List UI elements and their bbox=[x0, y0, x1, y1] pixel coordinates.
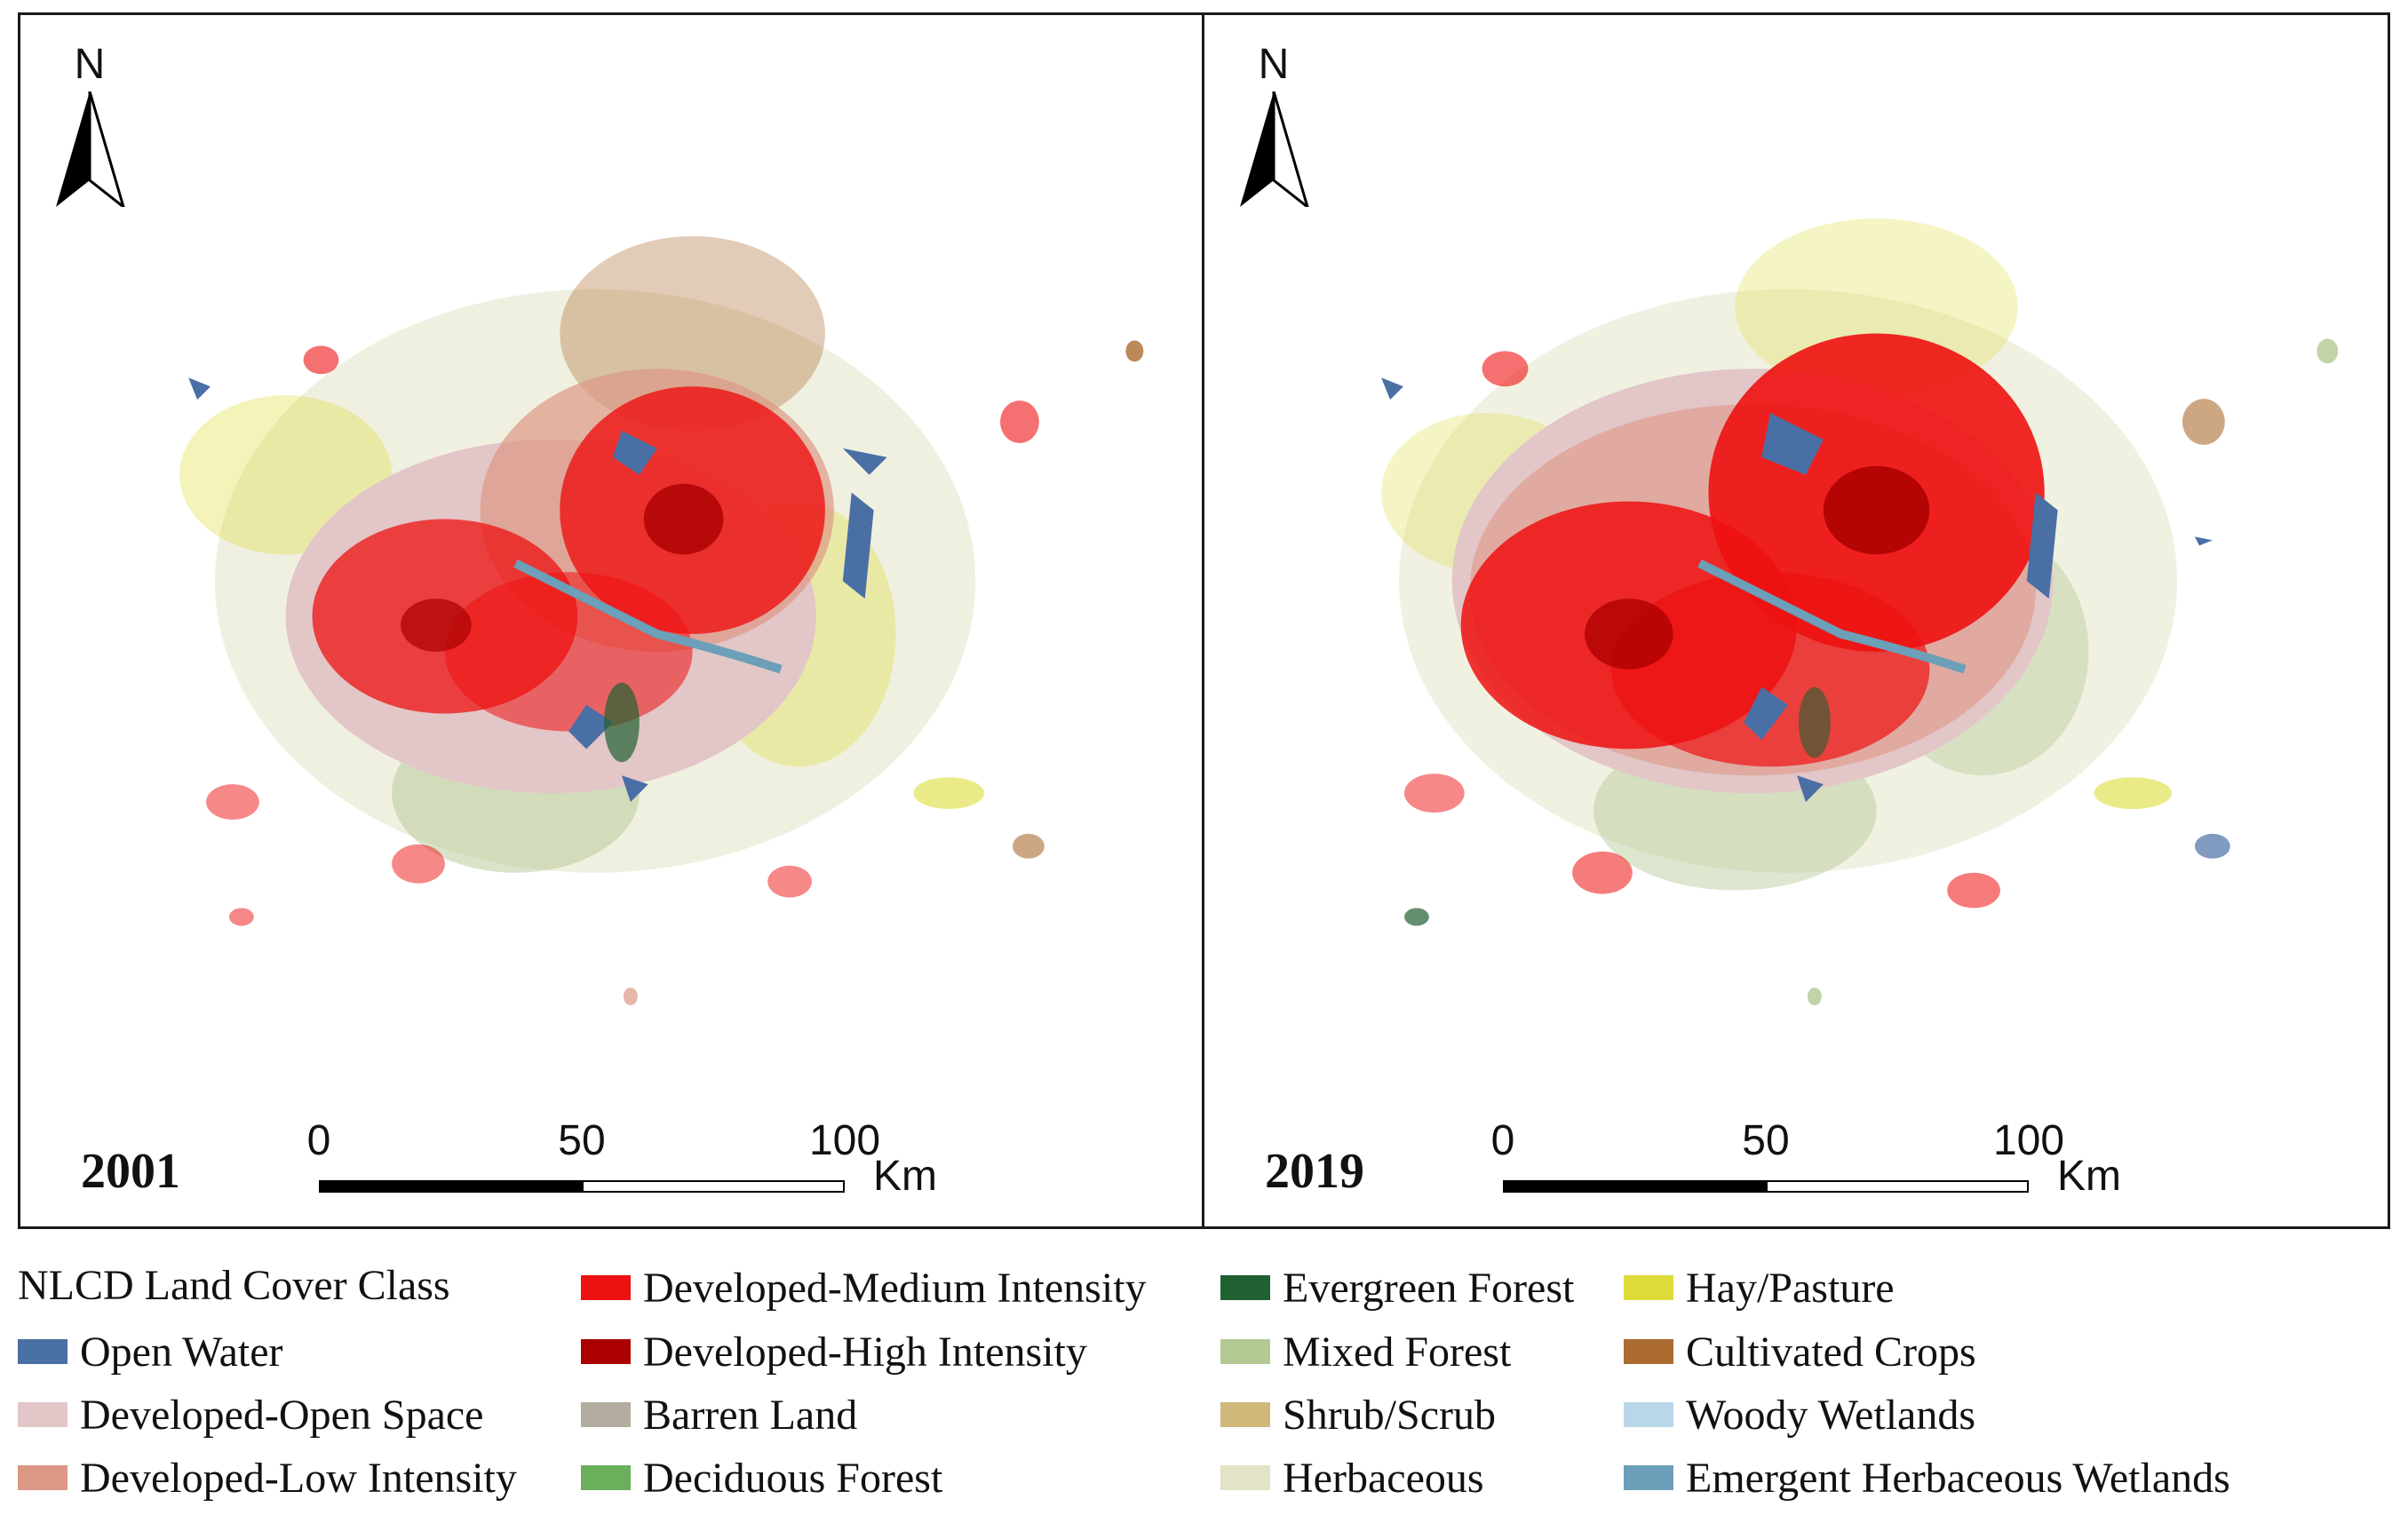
north-arrow-icon bbox=[1240, 91, 1309, 207]
legend-swatch bbox=[1220, 1465, 1270, 1490]
legend-swatch bbox=[18, 1465, 68, 1490]
scale-bar: 0 50 100 Km bbox=[287, 1116, 937, 1205]
scale-bar: 0 50 100 Km bbox=[1471, 1116, 2121, 1205]
legend-item-hay-pasture: Hay/Pasture bbox=[1624, 1261, 1895, 1314]
legend-swatch bbox=[581, 1402, 631, 1427]
land-cover-map-2001 bbox=[179, 235, 1144, 1006]
legend-item-open-water: Open Water bbox=[18, 1325, 283, 1378]
legend-swatch bbox=[581, 1465, 631, 1490]
legend-label: Evergreen Forest bbox=[1283, 1264, 1575, 1312]
legend-item-mixed-forest: Mixed Forest bbox=[1220, 1325, 1511, 1378]
scale-segment-black bbox=[1503, 1180, 1766, 1193]
scale-tick: 100 bbox=[808, 1117, 881, 1164]
legend-item-developed-high-intensity: Developed-High Intensity bbox=[581, 1325, 1087, 1378]
legend-item-woody-wetlands: Woody Wetlands bbox=[1624, 1388, 1975, 1441]
scale-unit: Km bbox=[873, 1153, 937, 1200]
north-arrow: N bbox=[52, 40, 132, 209]
scale-segment-white bbox=[1766, 1180, 2029, 1193]
legend-item-developed-low-intensity: Developed-Low Intensity bbox=[18, 1451, 517, 1504]
legend-label: Cultivated Crops bbox=[1686, 1328, 1976, 1376]
legend-label: Emergent Herbaceous Wetlands bbox=[1686, 1454, 2230, 1502]
map-panel-2019: N 2019 0 50 100 Km bbox=[1202, 12, 2390, 1229]
legend-label: Deciduous Forest bbox=[643, 1454, 943, 1502]
legend-label: Mixed Forest bbox=[1283, 1328, 1512, 1376]
legend-title: NLCD Land Cover Class bbox=[18, 1262, 450, 1309]
legend-swatch bbox=[1624, 1465, 1673, 1490]
scale-tick: 50 bbox=[558, 1117, 606, 1164]
legend-item-barren-land: Barren Land bbox=[581, 1388, 857, 1441]
legend-swatch bbox=[1624, 1402, 1673, 1427]
legend-item-deciduous-forest: Deciduous Forest bbox=[581, 1451, 942, 1504]
north-label: N bbox=[74, 41, 106, 88]
legend-label: Hay/Pasture bbox=[1686, 1264, 1895, 1312]
legend-item-herbaceous: Herbaceous bbox=[1220, 1451, 1484, 1504]
satellite-settlements bbox=[206, 340, 1144, 1006]
legend-swatch bbox=[581, 1339, 631, 1364]
year-label: 2001 bbox=[81, 1144, 180, 1199]
map-panel-2001: N 2001 0 50 100 Km bbox=[18, 12, 1204, 1229]
legend-label: Open Water bbox=[80, 1328, 283, 1376]
legend: NLCD Land Cover Class Open Water Develop… bbox=[18, 1261, 2389, 1519]
land-cover-map-2019 bbox=[1381, 218, 2339, 1006]
north-arrow-icon bbox=[56, 91, 125, 207]
legend-swatch bbox=[1624, 1275, 1673, 1300]
legend-item-developed-medium-intensity: Developed-Medium Intensity bbox=[581, 1261, 1147, 1314]
legend-label: Developed-Low Intensity bbox=[80, 1454, 517, 1502]
legend-item-emergent-herbaceous-wetlands: Emergent Herbaceous Wetlands bbox=[1624, 1451, 2230, 1504]
scale-tick: 0 bbox=[1490, 1117, 1515, 1164]
north-label: N bbox=[1258, 41, 1290, 88]
year-label: 2019 bbox=[1265, 1144, 1364, 1199]
scale-tick: 0 bbox=[306, 1117, 331, 1164]
legend-item-developed-open-space: Developed-Open Space bbox=[18, 1388, 483, 1441]
north-arrow: N bbox=[1236, 40, 1316, 209]
satellite-settlements bbox=[1403, 338, 2339, 1006]
scale-segment-black bbox=[319, 1180, 582, 1193]
legend-label: Developed-Medium Intensity bbox=[643, 1264, 1147, 1312]
legend-swatch bbox=[1220, 1275, 1270, 1300]
legend-item-evergreen-forest: Evergreen Forest bbox=[1220, 1261, 1574, 1314]
legend-swatch bbox=[581, 1275, 631, 1300]
scale-unit: Km bbox=[2057, 1153, 2121, 1200]
legend-swatch bbox=[1220, 1402, 1270, 1427]
scale-tick: 50 bbox=[1742, 1117, 1790, 1164]
legend-label: Developed-Open Space bbox=[80, 1391, 484, 1439]
legend-swatch bbox=[1220, 1339, 1270, 1364]
legend-label: Woody Wetlands bbox=[1686, 1391, 1976, 1439]
legend-item-shrub-scrub: Shrub/Scrub bbox=[1220, 1388, 1496, 1441]
legend-swatch bbox=[1624, 1339, 1673, 1364]
legend-label: Barren Land bbox=[643, 1391, 858, 1439]
legend-swatch bbox=[18, 1339, 68, 1364]
legend-item-cultivated-crops: Cultivated Crops bbox=[1624, 1325, 1976, 1378]
legend-label: Developed-High Intensity bbox=[643, 1328, 1087, 1376]
scale-tick: 100 bbox=[1992, 1117, 2065, 1164]
legend-label: Herbaceous bbox=[1283, 1454, 1484, 1502]
scale-segment-white bbox=[582, 1180, 845, 1193]
legend-swatch bbox=[18, 1402, 68, 1427]
legend-label: Shrub/Scrub bbox=[1283, 1391, 1496, 1439]
